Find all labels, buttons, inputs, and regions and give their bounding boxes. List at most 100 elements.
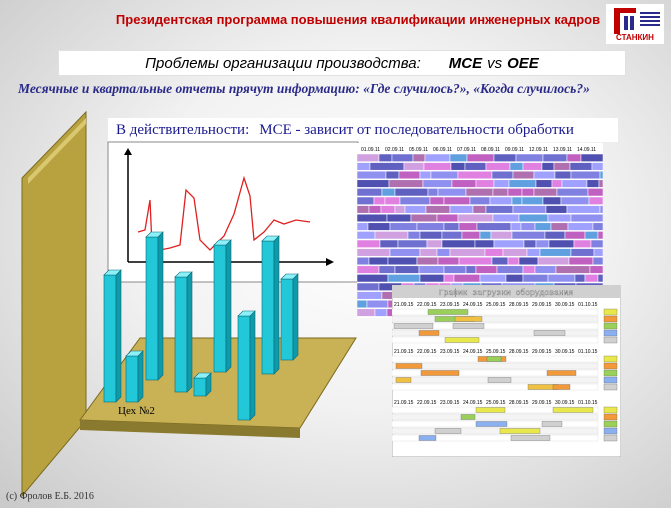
schedule-top-block <box>416 222 445 231</box>
schedule-top-block <box>479 231 492 240</box>
schedule-bottom-task <box>427 309 469 315</box>
schedule-top-date: 02.09.11 <box>385 147 404 153</box>
schedule-top-block <box>587 188 603 197</box>
schedule-top-block <box>357 231 376 240</box>
schedule-bottom-task <box>499 428 541 434</box>
schedule-bottom-date: 28.09.15 <box>509 302 529 308</box>
schedule-top-block <box>466 153 495 162</box>
schedule-top-block <box>537 256 570 266</box>
schedule-top-block <box>490 231 513 240</box>
schedule-top-block <box>521 196 544 205</box>
schedule-top-block <box>437 188 467 197</box>
schedule-top-block <box>534 222 552 231</box>
schedule-bottom-date: 01.10.15 <box>578 302 598 308</box>
schedule-top-block <box>458 256 493 266</box>
schedule-top-block <box>534 265 557 274</box>
schedule-top-block <box>590 239 603 248</box>
schedule-top-block <box>589 265 603 274</box>
logo-text: СТАНКИН <box>616 33 654 42</box>
schedule-top-block <box>399 196 431 205</box>
schedule-top-block <box>560 196 590 205</box>
schedule-bottom-date: 28.09.15 <box>509 400 529 406</box>
schedule-top-block <box>492 188 509 197</box>
schedule-bottom-date: 30.09.15 <box>555 400 575 406</box>
schedule-top-block <box>584 274 599 283</box>
schedule-top-block <box>437 256 460 266</box>
schedule-bottom-date: 25.09.15 <box>486 302 506 308</box>
workshop-bar <box>145 231 164 381</box>
schedule-top-block <box>541 162 555 171</box>
schedule-top-block <box>357 256 370 266</box>
schedule-top-block <box>443 274 455 283</box>
schedule-top-block <box>449 205 474 214</box>
schedule-top-block <box>484 248 504 257</box>
schedule-top-block <box>570 213 603 223</box>
schedule-top-block <box>509 162 524 171</box>
schedule-top-block <box>368 205 382 214</box>
schedule-top-block <box>533 170 556 180</box>
schedule-legend-swatch <box>603 336 618 344</box>
schedule-top-block <box>574 274 586 283</box>
schedule-legend-swatch <box>603 308 618 316</box>
schedule-top-block <box>388 179 424 188</box>
schedule-top-block <box>425 205 451 214</box>
schedule-bottom-date: 25.09.15 <box>486 349 506 355</box>
schedule-top-block <box>389 248 421 257</box>
schedule-top-block <box>461 231 481 240</box>
schedule-top-block <box>553 162 571 171</box>
schedule-top-block <box>465 188 494 197</box>
schedule-top-block <box>443 222 460 231</box>
schedule-top-block <box>592 256 603 266</box>
schedule-top-block <box>357 299 368 309</box>
schedule-bottom-task <box>418 330 440 336</box>
schedule-top-block <box>512 205 547 214</box>
schedule-top-block <box>380 205 396 214</box>
schedule-top-block <box>551 179 563 188</box>
schedule-top-block <box>476 222 512 231</box>
schedule-bottom-task <box>395 363 423 369</box>
schedule-top-block <box>597 274 603 283</box>
schedule-top-block <box>436 248 451 257</box>
schedule-bottom-date: 23.09.15 <box>440 302 460 308</box>
schedule-legend-swatch <box>603 406 618 414</box>
schedule-top-block <box>357 274 389 283</box>
schedule-top-block <box>505 274 524 283</box>
schedule-legend-swatch <box>603 315 618 323</box>
schedule-top-block <box>374 308 388 317</box>
schedule-top-block <box>522 265 536 274</box>
schedule-top-block <box>512 170 535 180</box>
schedule-top-block <box>521 188 535 197</box>
schedule-top-block <box>357 162 371 171</box>
schedule-bottom-date: 29.09.15 <box>532 349 552 355</box>
schedule-top-block <box>564 231 586 240</box>
schedule-bottom-date: 23.09.15 <box>440 349 460 355</box>
schedule-top-block <box>357 239 381 248</box>
schedule-top-block <box>518 256 539 266</box>
schedule-top-block <box>561 179 588 188</box>
schedule-top-block <box>555 265 591 274</box>
schedule-top-block <box>451 179 477 188</box>
schedule-top-block <box>591 162 603 171</box>
schedule-bottom-date: 01.10.15 <box>578 400 598 406</box>
schedule-top-block <box>427 188 439 197</box>
schedule-legend-swatch <box>603 376 618 384</box>
schedule-bottom-task <box>475 407 506 413</box>
schedule-top-block <box>385 170 400 180</box>
schedule-top-block <box>379 239 399 248</box>
program-title: Президентская программа повышения квалиф… <box>115 12 601 27</box>
schedule-top-date: 13.09.11 <box>553 147 572 153</box>
schedule-top-block <box>357 265 380 274</box>
tagline: Месячные и квартальные отчеты прячут инф… <box>18 81 590 96</box>
schedule-top-block <box>522 162 543 171</box>
schedule-top-block <box>416 256 439 266</box>
schedule-top-block <box>567 222 594 231</box>
reality-box: В действительности: MCE - зависит от пос… <box>108 118 618 142</box>
schedule-top-block <box>510 222 522 231</box>
schedule-bottom-date: 24.09.15 <box>463 302 483 308</box>
schedule-top-block <box>518 213 549 223</box>
schedule-legend-swatch <box>603 369 618 377</box>
schedule-legend-swatch <box>603 329 618 337</box>
schedule-bottom-date: 22.09.15 <box>417 349 437 355</box>
schedule-top-block <box>419 274 445 283</box>
